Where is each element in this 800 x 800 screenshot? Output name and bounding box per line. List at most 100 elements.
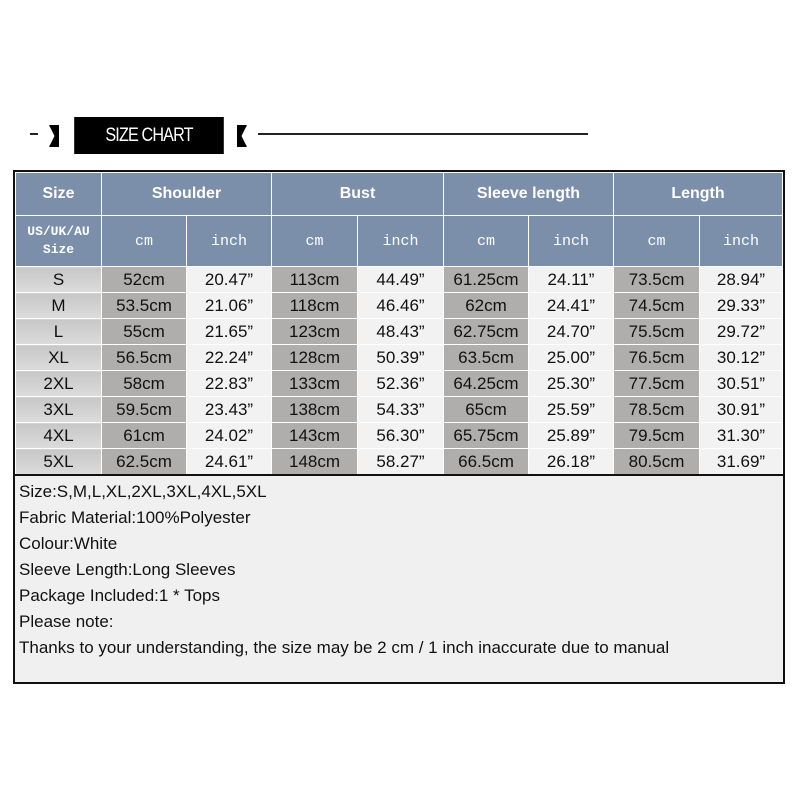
header-size: Size xyxy=(15,172,102,216)
cm-cell: 78.5cm xyxy=(613,396,700,423)
cm-cell: 58cm xyxy=(101,370,187,397)
size-cell: XL xyxy=(15,344,102,371)
table-row: 4XL 61cm 24.02” 143cm 56.30” 65.75cm 25.89” 79.… xyxy=(15,422,783,449)
inch-cell: 26.18” xyxy=(528,448,614,476)
banner-ribbon-right xyxy=(237,125,247,147)
cm-cell: 148cm xyxy=(271,448,358,476)
cm-cell: 74.5cm xyxy=(613,292,700,319)
table-row: XL 56.5cm 22.24” 128cm 50.39” 63.5cm 25.00” 76.… xyxy=(15,344,783,371)
size-cell: 2XL xyxy=(15,370,102,397)
subheader-row: US/UK/AU Size cm inch cm inch cm inch cm … xyxy=(15,215,783,267)
table-row: 3XL 59.5cm 23.43” 138cm 54.33” 65cm 25.59” 78.5… xyxy=(15,396,783,423)
cm-cell: 62.75cm xyxy=(443,318,529,345)
inch-cell: 44.49” xyxy=(357,266,444,293)
cm-cell: 61.25cm xyxy=(443,266,529,293)
cm-cell: 77.5cm xyxy=(613,370,700,397)
note-line: Thanks to your understanding, the size m… xyxy=(19,638,670,657)
inch-cell: 46.46” xyxy=(357,292,444,319)
cm-cell: 61cm xyxy=(101,422,187,449)
inch-cell: 24.11” xyxy=(528,266,614,293)
cm-cell: 63.5cm xyxy=(443,344,529,371)
size-table: Size Shoulder Bust Sleeve length Length … xyxy=(15,172,783,476)
header-sleeve-length: Sleeve length xyxy=(443,172,614,216)
size-cell: 3XL xyxy=(15,396,102,423)
cm-cell: 62cm xyxy=(443,292,529,319)
cm-cell: 53.5cm xyxy=(101,292,187,319)
header-row: Size Shoulder Bust Sleeve length Length xyxy=(15,172,783,216)
inch-cell: 48.43” xyxy=(357,318,444,345)
inch-cell: 28.94” xyxy=(699,266,783,293)
inch-cell: 52.36” xyxy=(357,370,444,397)
header-bust: Bust xyxy=(271,172,444,216)
cm-cell: 128cm xyxy=(271,344,358,371)
subheader-cm: cm xyxy=(443,215,529,267)
table-row: M 53.5cm 21.06” 118cm 46.46” 62cm 24.41” 74.5cm… xyxy=(15,292,783,319)
inch-cell: 21.65” xyxy=(186,318,272,345)
banner-dash xyxy=(30,133,38,135)
subheader-cm: cm xyxy=(271,215,358,267)
cm-cell: 59.5cm xyxy=(101,396,187,423)
cm-cell: 79.5cm xyxy=(613,422,700,449)
size-cell: 5XL xyxy=(15,448,102,476)
inch-cell: 25.30” xyxy=(528,370,614,397)
inch-cell: 21.06” xyxy=(186,292,272,319)
table-row: 2XL 58cm 22.83” 133cm 52.36” 64.25cm 25.30” 77.… xyxy=(15,370,783,397)
inch-cell: 58.27” xyxy=(357,448,444,476)
inch-cell: 30.12” xyxy=(699,344,783,371)
inch-cell: 24.70” xyxy=(528,318,614,345)
cm-cell: 65.75cm xyxy=(443,422,529,449)
inch-cell: 29.72” xyxy=(699,318,783,345)
inch-cell: 25.00” xyxy=(528,344,614,371)
inch-cell: 50.39” xyxy=(357,344,444,371)
size-cell: 4XL xyxy=(15,422,102,449)
note-line: Colour:White xyxy=(19,534,118,553)
subheader-size: US/UK/AU Size xyxy=(15,215,102,267)
inch-cell: 24.61” xyxy=(186,448,272,476)
inch-cell: 24.41” xyxy=(528,292,614,319)
cm-cell: 80.5cm xyxy=(613,448,700,476)
inch-cell: 25.89” xyxy=(528,422,614,449)
cm-cell: 143cm xyxy=(271,422,358,449)
note-line: Size:S,M,L,XL,2XL,3XL,4XL,5XL xyxy=(19,482,267,501)
size-cell: S xyxy=(15,266,102,293)
inch-cell: 31.30” xyxy=(699,422,783,449)
subheader-inch: inch xyxy=(528,215,614,267)
inch-cell: 54.33” xyxy=(357,396,444,423)
inch-cell: 23.43” xyxy=(186,396,272,423)
cm-cell: 123cm xyxy=(271,318,358,345)
cm-cell: 75.5cm xyxy=(613,318,700,345)
cm-cell: 66.5cm xyxy=(443,448,529,476)
size-cell: M xyxy=(15,292,102,319)
inch-cell: 56.30” xyxy=(357,422,444,449)
subheader-inch: inch xyxy=(699,215,783,267)
subheader-cm: cm xyxy=(101,215,187,267)
cm-cell: 118cm xyxy=(271,292,358,319)
table-row: 5XL 62.5cm 24.61” 148cm 58.27” 66.5cm 26.18” 80… xyxy=(15,448,783,476)
inch-cell: 20.47” xyxy=(186,266,272,293)
inch-cell: 30.51” xyxy=(699,370,783,397)
cm-cell: 133cm xyxy=(271,370,358,397)
note-line: Sleeve Length:Long Sleeves xyxy=(19,560,236,579)
subheader-cm: cm xyxy=(613,215,700,267)
inch-cell: 25.59” xyxy=(528,396,614,423)
banner-title: SIZE CHART xyxy=(74,117,224,154)
cm-cell: 62.5cm xyxy=(101,448,187,476)
inch-cell: 24.02” xyxy=(186,422,272,449)
table-row: S 52cm 20.47” 113cm 44.49” 61.25cm 24.11” 73.5c… xyxy=(15,266,783,293)
cm-cell: 64.25cm xyxy=(443,370,529,397)
table-row: L 55cm 21.65” 123cm 48.43” 62.75cm 24.70” 75.5c… xyxy=(15,318,783,345)
cm-cell: 52cm xyxy=(101,266,187,293)
size-cell: L xyxy=(15,318,102,345)
inch-cell: 22.24” xyxy=(186,344,272,371)
inch-cell: 30.91” xyxy=(699,396,783,423)
banner-divider xyxy=(258,133,588,135)
size-chart-sheet: Size Shoulder Bust Sleeve length Length … xyxy=(13,170,785,684)
banner-ribbon-left xyxy=(49,125,59,147)
subheader-inch: inch xyxy=(357,215,444,267)
cm-cell: 65cm xyxy=(443,396,529,423)
inch-cell: 22.83” xyxy=(186,370,272,397)
cm-cell: 76.5cm xyxy=(613,344,700,371)
note-line: Please note: xyxy=(19,612,114,631)
subheader-inch: inch xyxy=(186,215,272,267)
cm-cell: 73.5cm xyxy=(613,266,700,293)
